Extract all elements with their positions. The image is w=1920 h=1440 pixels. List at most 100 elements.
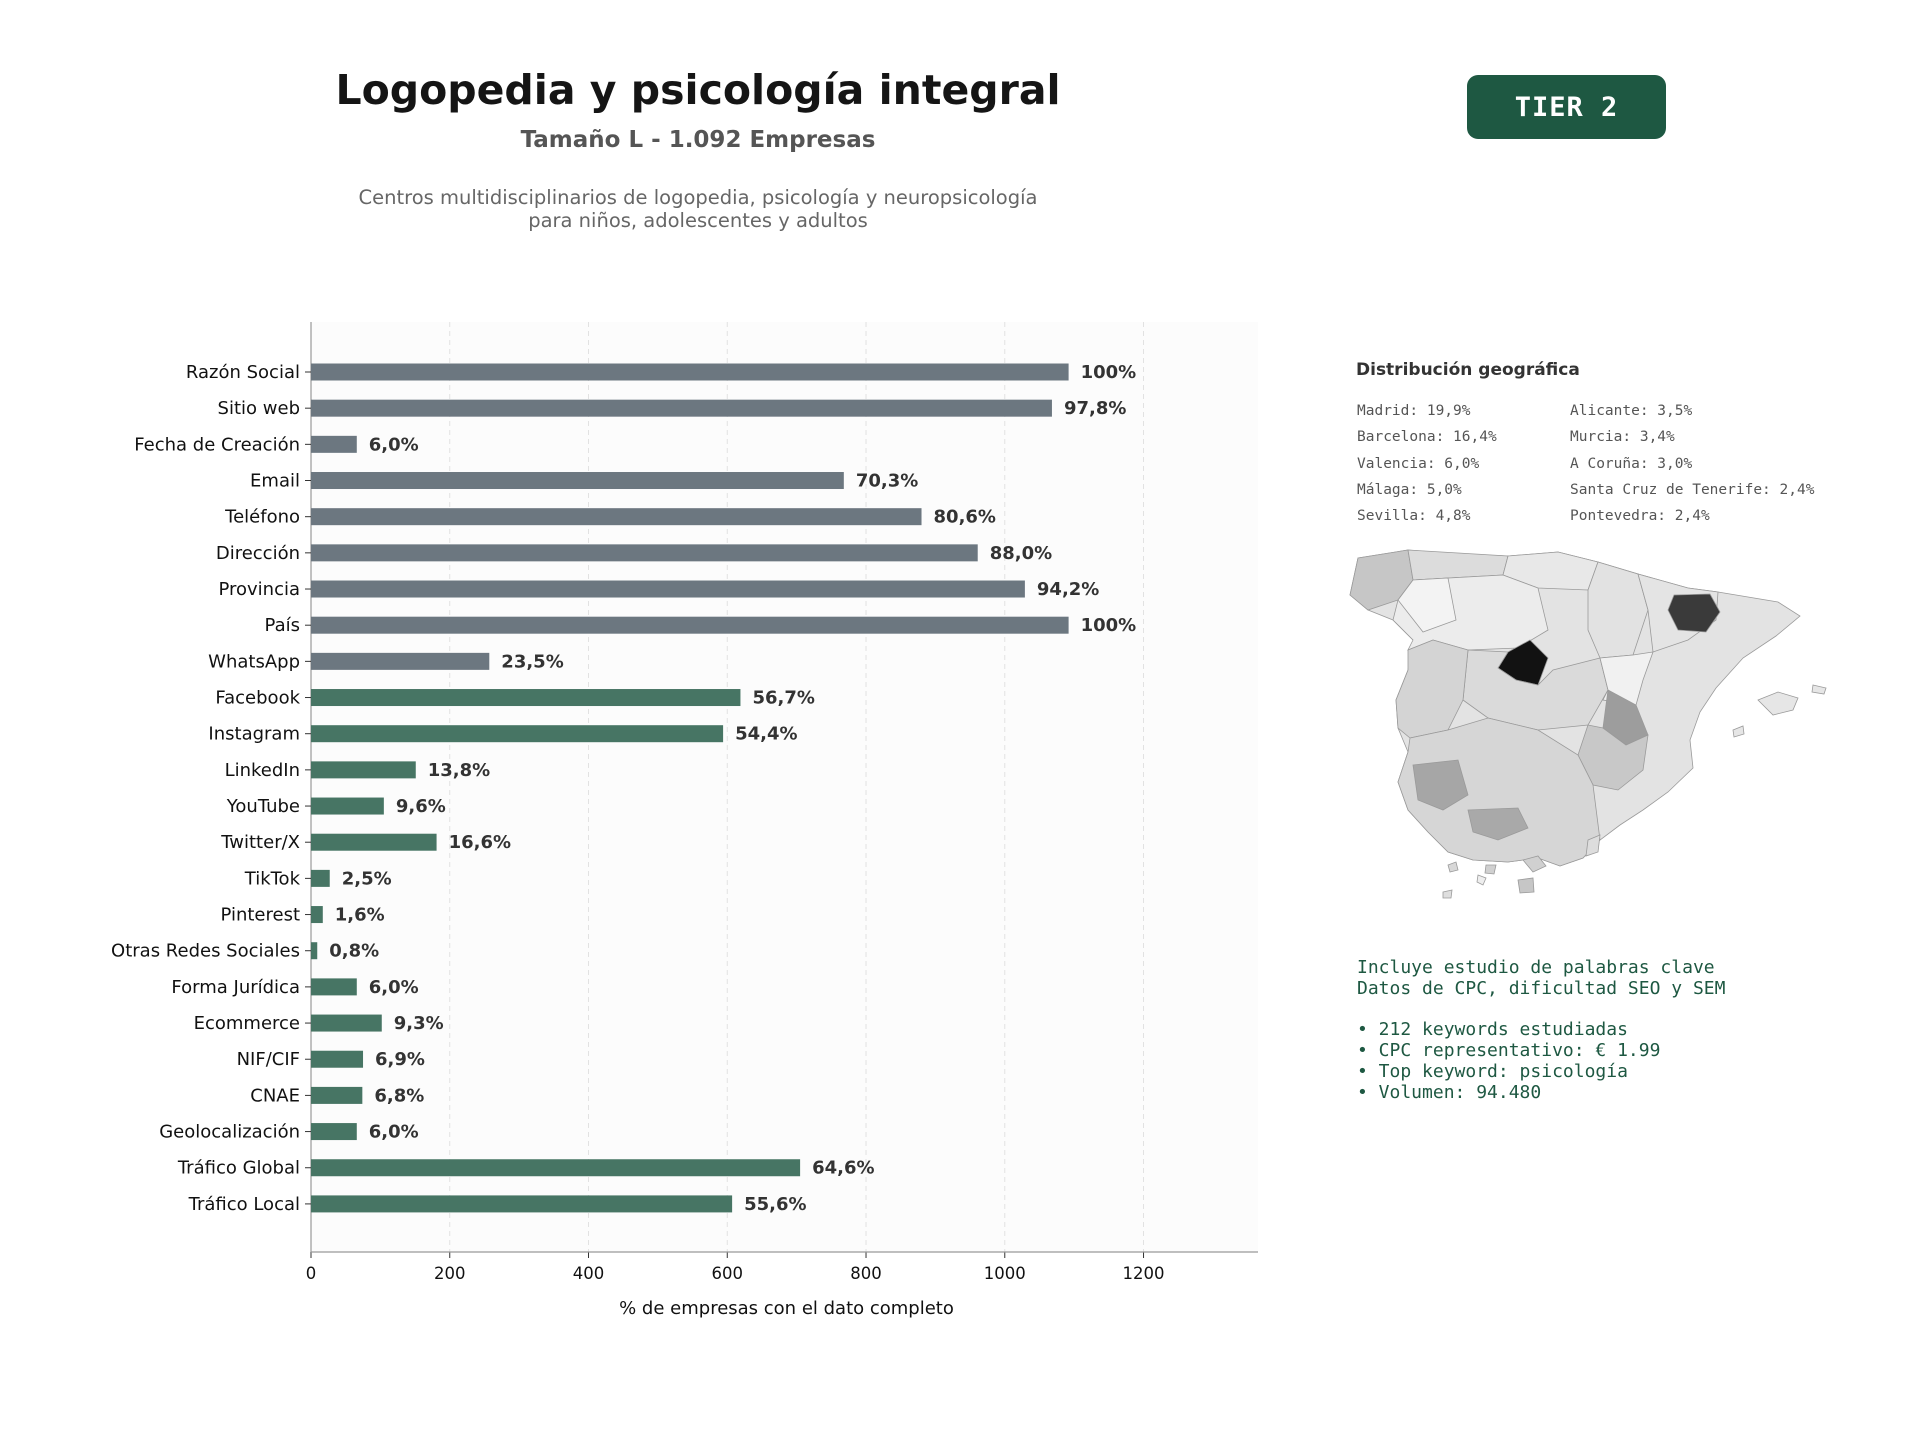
- category-label: Forma Jurídica: [171, 977, 300, 998]
- bar: [311, 725, 724, 743]
- data-label: 55,6%: [744, 1194, 806, 1215]
- data-label: 6,8%: [374, 1085, 424, 1106]
- map-region-canary-4: [1447, 861, 1459, 873]
- data-label: 6,9%: [375, 1049, 425, 1070]
- bar: [311, 761, 416, 779]
- bar: [311, 472, 844, 490]
- category-label: Geolocalización: [159, 1122, 300, 1143]
- map-region-canary-1: [1585, 834, 1601, 857]
- data-label: 6,0%: [369, 434, 419, 455]
- bar: [311, 616, 1069, 634]
- category-label: CNAE: [250, 1085, 300, 1106]
- data-label: 64,6%: [812, 1158, 874, 1179]
- map-region-mallorca: [1757, 691, 1799, 716]
- bar: [311, 1195, 733, 1213]
- data-label: 100%: [1081, 362, 1137, 383]
- category-label: Dirección: [216, 543, 300, 564]
- bar: [311, 652, 490, 670]
- geo-list-left: Madrid: 19,9% Barcelona: 16,4% Valencia:…: [1357, 398, 1497, 529]
- data-label: 54,4%: [735, 724, 797, 745]
- bar: [311, 797, 384, 815]
- keyword-bullet: • Top keyword: psicología: [1357, 1061, 1628, 1082]
- category-label: Ecommerce: [194, 1013, 300, 1034]
- map-region-canary-5: [1517, 877, 1535, 894]
- bar: [311, 399, 1052, 417]
- bar: [311, 906, 323, 924]
- data-label: 16,6%: [449, 832, 511, 853]
- category-label: Instagram: [208, 724, 300, 745]
- map-region-menorca: [1811, 684, 1827, 695]
- data-label: 2,5%: [342, 868, 392, 889]
- bar: [311, 1123, 357, 1141]
- map-region-canary-6: [1476, 874, 1487, 886]
- category-label: Razón Social: [186, 362, 300, 383]
- map-region-leon-light: [1397, 577, 1457, 633]
- bar: [311, 689, 741, 707]
- geo-item: Pontevedra: 2,4%: [1570, 508, 1710, 525]
- bar: [311, 435, 357, 453]
- tier-badge: TIER 2: [1467, 75, 1666, 139]
- coverage-bar-chart: 0 200 400 600 800 1000 1200 Razón Social 100% Sit…: [111, 322, 1258, 1319]
- category-label: LinkedIn: [225, 760, 300, 781]
- data-label: 70,3%: [856, 471, 918, 492]
- category-label: TikTok: [244, 868, 301, 889]
- category-label: Tráfico Global: [177, 1158, 300, 1179]
- x-tick-label: 600: [712, 1264, 744, 1283]
- bar: [311, 363, 1069, 381]
- bar: [311, 869, 330, 887]
- bar: [311, 1159, 801, 1177]
- description-line-2: para niños, adolescentes y adultos: [528, 209, 868, 232]
- keyword-line-2: Datos de CPC, dificultad SEO y SEM: [1357, 978, 1726, 999]
- data-label: 100%: [1081, 615, 1137, 636]
- category-label: Provincia: [218, 579, 300, 600]
- keyword-line-1: Incluye estudio de palabras clave: [1357, 957, 1715, 978]
- geo-item: Málaga: 5,0%: [1357, 481, 1462, 498]
- geo-item: Madrid: 19,9%: [1357, 403, 1471, 419]
- category-label: Tráfico Local: [188, 1194, 300, 1215]
- category-label: Twitter/X: [220, 832, 300, 853]
- data-label: 80,6%: [934, 507, 996, 528]
- keyword-info: Incluye estudio de palabras clave Datos …: [1357, 957, 1725, 1103]
- keyword-bullet: • 212 keywords estudiadas: [1357, 1019, 1628, 1040]
- data-label: 13,8%: [428, 760, 490, 781]
- data-label: 97,8%: [1064, 398, 1126, 419]
- map-region-canary-7: [1442, 889, 1453, 899]
- data-label: 23,5%: [501, 651, 563, 672]
- keyword-bullet: • CPC representativo: € 1.99: [1357, 1040, 1661, 1061]
- data-label: 6,0%: [369, 977, 419, 998]
- bar: [311, 1050, 364, 1068]
- geo-item: Santa Cruz de Tenerife: 2,4%: [1570, 481, 1815, 498]
- geo-item: Alicante: 3,5%: [1570, 403, 1693, 419]
- map-region-canary-3: [1484, 864, 1497, 875]
- bar: [311, 1014, 382, 1032]
- map-region-valencia: [1599, 651, 1654, 706]
- x-tick-label: 1000: [984, 1264, 1026, 1283]
- geo-item: Valencia: 6,0%: [1357, 455, 1480, 472]
- geo-item: A Coruña: 3,0%: [1570, 455, 1693, 472]
- x-axis-title: % de empresas con el dato completo: [619, 1298, 954, 1319]
- bar: [311, 544, 978, 562]
- data-label: 1,6%: [335, 905, 385, 926]
- bar: [311, 942, 318, 960]
- geo-list-right: Alicante: 3,5% Murcia: 3,4% A Coruña: 3,…: [1570, 398, 1814, 529]
- x-tick-label: 800: [850, 1264, 882, 1283]
- category-label: NIF/CIF: [237, 1049, 300, 1070]
- map-region-andalucia: [1397, 717, 1601, 867]
- plot-area: [311, 322, 1258, 1252]
- category-label: Otras Redes Sociales: [111, 941, 300, 962]
- category-label: Facebook: [215, 688, 300, 709]
- bar: [311, 580, 1025, 598]
- geo-item: Barcelona: 16,4%: [1357, 429, 1497, 446]
- data-label: 94,2%: [1037, 579, 1099, 600]
- category-label: YouTube: [226, 796, 300, 817]
- category-label: Email: [250, 471, 300, 492]
- bar: [311, 508, 922, 526]
- map-region-malaga: [1467, 807, 1529, 841]
- x-tick-label: 200: [434, 1264, 466, 1283]
- bar: [311, 833, 437, 851]
- category-label: Teléfono: [224, 507, 300, 528]
- x-tick-label: 0: [306, 1264, 317, 1283]
- category-label: Sitio web: [218, 398, 300, 419]
- category-label: WhatsApp: [208, 651, 300, 672]
- category-label: País: [265, 615, 300, 636]
